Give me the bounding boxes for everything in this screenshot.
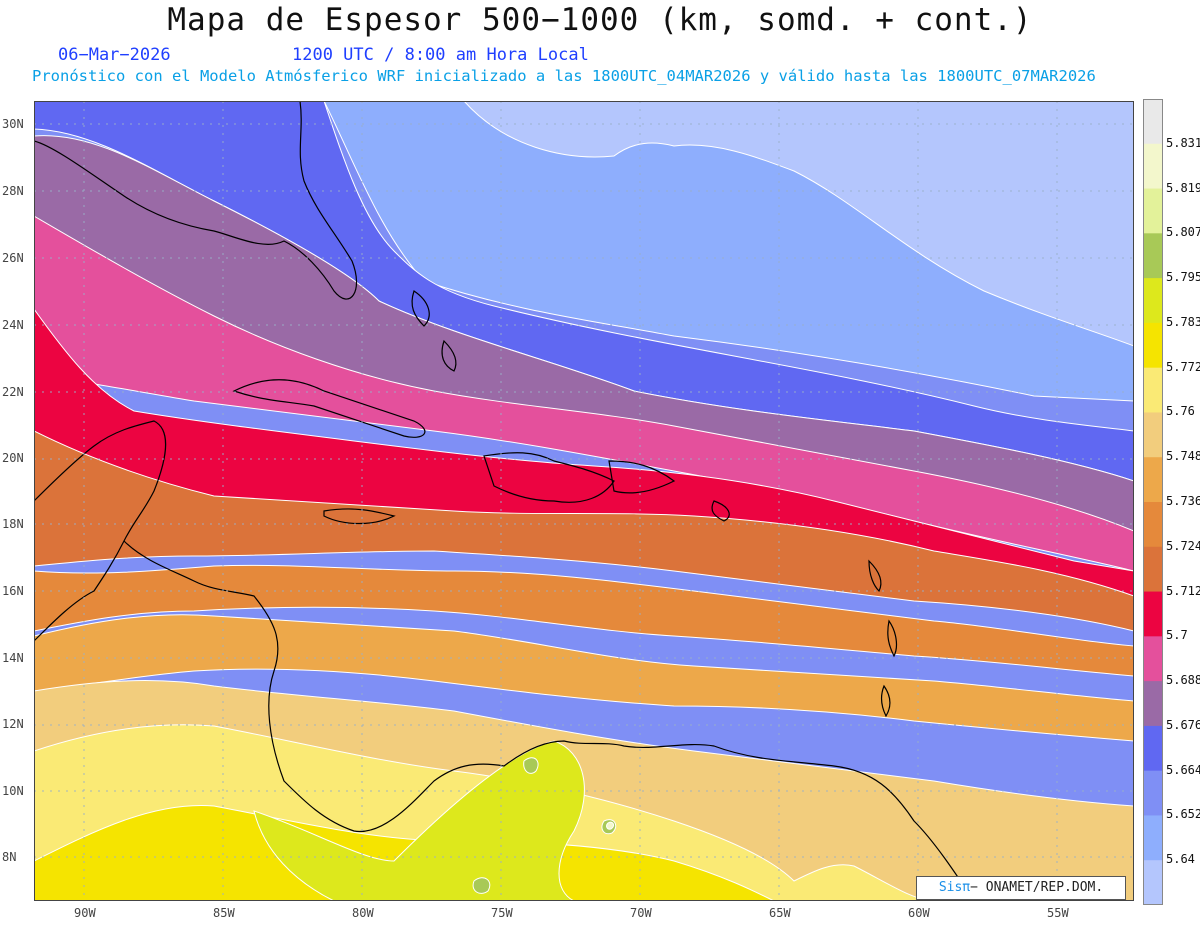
- lat-label-18n: 18N: [2, 517, 24, 531]
- colorbar-label: 5.712: [1166, 583, 1200, 598]
- lon-label-85w: 85W: [213, 906, 235, 920]
- colorbar-label: 5.7: [1166, 628, 1188, 643]
- colorbar-label: 5.748: [1166, 449, 1200, 464]
- lon-label-75w: 75W: [491, 906, 513, 920]
- lat-label-10n: 10N: [2, 784, 24, 798]
- coastlines: [34, 101, 975, 901]
- colorbar-label: 5.664: [1166, 762, 1200, 777]
- colorbar-swatch: [1143, 502, 1163, 548]
- colorbar-label: 5.807: [1166, 225, 1200, 240]
- colorbar-swatch: [1143, 412, 1163, 458]
- forecast-date: 06−Mar−2026: [58, 45, 171, 65]
- lat-label-20n: 20N: [2, 451, 24, 465]
- colorbar-label: 5.724: [1166, 538, 1200, 553]
- colorbar: [1143, 99, 1163, 905]
- colorbar-swatch: [1143, 233, 1163, 279]
- band-5.783-5.795: [253, 740, 585, 901]
- map-title: Mapa de Espesor 500−1000 (km, somd. + co…: [167, 2, 1033, 38]
- lat-label-28n: 28N: [2, 184, 24, 198]
- colorbar-swatch: [1143, 188, 1163, 234]
- colorbar-swatch: [1143, 457, 1163, 503]
- colorbar-swatch: [1143, 815, 1163, 861]
- colorbar-label: 5.652: [1166, 807, 1200, 822]
- lon-label-60w: 60W: [908, 906, 930, 920]
- colorbar-swatch: [1143, 636, 1163, 682]
- colorbar-swatch: [1143, 546, 1163, 593]
- lon-label-55w: 55W: [1047, 906, 1069, 920]
- lon-label-65w: 65W: [769, 906, 791, 920]
- lat-label-30n: 30N: [2, 117, 24, 131]
- band-5.712-5.724: [34, 430, 1134, 632]
- colorbar-swatch: [1143, 860, 1163, 905]
- branding-text: − ONAMET/REP.DOM.: [970, 880, 1104, 895]
- colorbar-label: 5.819: [1166, 180, 1200, 195]
- model-subtitle: Pronóstico con el Modelo Atmósferico WRF…: [32, 67, 1096, 85]
- colorbar-swatch: [1143, 770, 1163, 816]
- colorbar-swatch: [1143, 725, 1163, 772]
- forecast-time: 1200 UTC / 8:00 am Hora Local: [292, 45, 589, 65]
- gridlines: [34, 101, 1134, 901]
- colorbar-swatch: [1143, 681, 1163, 727]
- colorbar-label: 5.688: [1166, 673, 1200, 688]
- colorbar-label: 5.676: [1166, 717, 1200, 732]
- band-5.688-5.7: [34, 215, 1134, 572]
- colorbar-label: 5.783: [1166, 314, 1200, 329]
- lon-label-90w: 90W: [74, 906, 96, 920]
- lon-label-80w: 80W: [352, 906, 374, 920]
- thickness-map: [34, 101, 1134, 901]
- colorbar-swatch: [1143, 367, 1163, 413]
- sispi-logo-text: Sisπ: [938, 880, 971, 895]
- colorbar-swatch: [1143, 591, 1163, 637]
- band-5.724-5.736: [34, 564, 1134, 677]
- band-5.795-5.807: [472, 757, 617, 894]
- colorbar-label: 5.831: [1166, 135, 1200, 150]
- band-5.807-5.819: [606, 821, 615, 830]
- colorbar-label: 5.64: [1166, 852, 1195, 867]
- band-below-5.64: [463, 101, 1134, 347]
- colorbar-label: 5.795: [1166, 270, 1200, 285]
- colorbar-label: 5.736: [1166, 494, 1200, 508]
- colorbar-label: 5.76: [1166, 404, 1195, 419]
- colorbar-swatch: [1143, 143, 1163, 190]
- lat-label-24n: 24N: [2, 318, 24, 332]
- lat-label-12n: 12N: [2, 717, 24, 731]
- lat-label-14n: 14N: [2, 651, 24, 665]
- band-5.736-5.748: [34, 614, 1134, 742]
- branding-box: Sisπ− ONAMET/REP.DOM.: [916, 876, 1126, 900]
- lat-label-8n: 8N: [2, 850, 17, 864]
- colorbar-swatch: [1143, 99, 1163, 145]
- colorbar-label: 5.772: [1166, 359, 1200, 374]
- lat-label-26n: 26N: [2, 251, 24, 265]
- lat-label-16n: 16N: [2, 584, 24, 598]
- colorbar-swatch: [1143, 278, 1163, 324]
- lat-label-22n: 22N: [2, 385, 24, 399]
- colorbar-swatch: [1143, 322, 1163, 369]
- lon-label-70w: 70W: [630, 906, 652, 920]
